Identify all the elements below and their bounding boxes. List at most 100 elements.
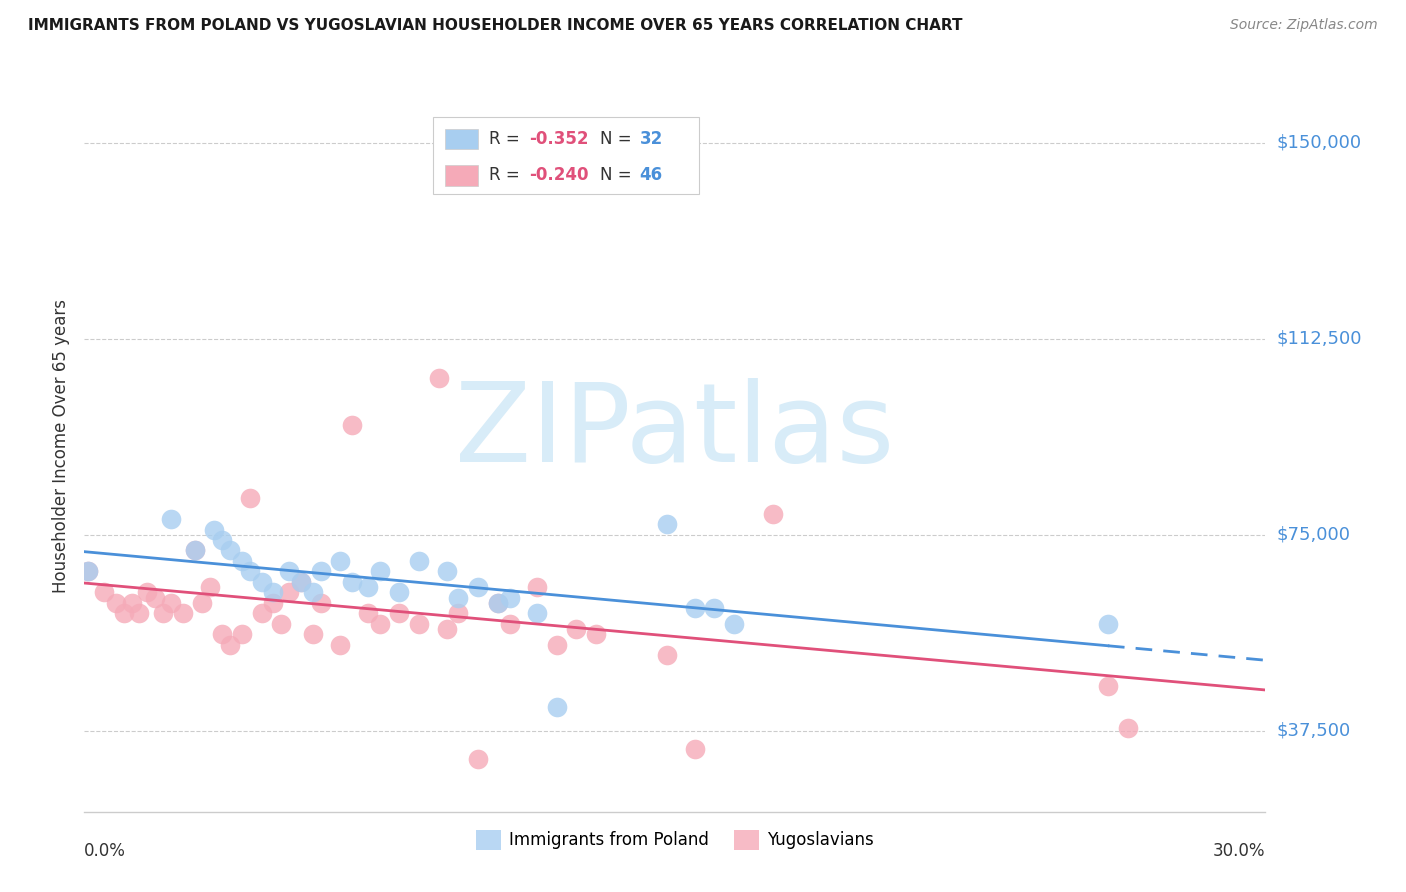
Text: R =: R =: [489, 167, 526, 185]
Point: [427, 371, 450, 385]
Point: [239, 565, 262, 579]
Point: [585, 627, 607, 641]
Point: [655, 648, 678, 662]
Point: [762, 507, 785, 521]
Point: [447, 591, 470, 605]
Point: [486, 596, 509, 610]
Point: [93, 585, 115, 599]
Point: [329, 638, 352, 652]
Point: [683, 742, 706, 756]
Point: [723, 616, 745, 631]
Point: [160, 596, 183, 610]
Point: [368, 616, 391, 631]
Point: [703, 601, 725, 615]
Text: -0.352: -0.352: [530, 130, 589, 148]
Y-axis label: Householder Income Over 65 years: Householder Income Over 65 years: [52, 299, 70, 593]
Text: IMMIGRANTS FROM POLAND VS YUGOSLAVIAN HOUSEHOLDER INCOME OVER 65 YEARS CORRELATI: IMMIGRANTS FROM POLAND VS YUGOSLAVIAN HO…: [28, 18, 963, 33]
Point: [340, 574, 363, 589]
Point: [486, 596, 509, 610]
Point: [121, 596, 143, 610]
Point: [546, 638, 568, 652]
Point: [278, 565, 301, 579]
FancyBboxPatch shape: [444, 165, 478, 186]
Point: [1116, 721, 1139, 735]
Point: [143, 591, 166, 605]
Text: N =: N =: [600, 130, 637, 148]
Point: [388, 606, 411, 620]
Point: [200, 580, 222, 594]
Text: 0.0%: 0.0%: [84, 842, 127, 860]
Point: [683, 601, 706, 615]
Point: [290, 574, 312, 589]
Text: R =: R =: [489, 130, 526, 148]
Point: [498, 616, 520, 631]
Text: $150,000: $150,000: [1277, 134, 1361, 152]
Text: Source: ZipAtlas.com: Source: ZipAtlas.com: [1230, 18, 1378, 32]
Point: [467, 752, 489, 766]
FancyBboxPatch shape: [433, 117, 699, 194]
Point: [1097, 679, 1119, 693]
Point: [231, 627, 253, 641]
Point: [262, 596, 284, 610]
Point: [219, 638, 242, 652]
Point: [152, 606, 174, 620]
Text: ZIPatlas: ZIPatlas: [456, 378, 894, 485]
Point: [250, 606, 273, 620]
Point: [136, 585, 159, 599]
Text: 46: 46: [640, 167, 662, 185]
Point: [309, 565, 332, 579]
Text: N =: N =: [600, 167, 637, 185]
Point: [77, 565, 100, 579]
Point: [1097, 616, 1119, 631]
Point: [436, 565, 458, 579]
Point: [565, 622, 588, 636]
Point: [357, 580, 380, 594]
Legend: Immigrants from Poland, Yugoslavians: Immigrants from Poland, Yugoslavians: [467, 822, 883, 858]
Point: [290, 574, 312, 589]
Point: [239, 491, 262, 506]
Point: [526, 606, 548, 620]
Point: [202, 523, 225, 537]
Point: [546, 700, 568, 714]
Point: [160, 512, 183, 526]
Point: [357, 606, 380, 620]
Point: [112, 606, 135, 620]
Point: [655, 517, 678, 532]
Point: [250, 574, 273, 589]
Point: [128, 606, 150, 620]
Point: [301, 627, 323, 641]
Text: 32: 32: [640, 130, 662, 148]
Point: [301, 585, 323, 599]
Text: $112,500: $112,500: [1277, 330, 1362, 348]
Point: [270, 616, 292, 631]
Point: [219, 543, 242, 558]
Text: $37,500: $37,500: [1277, 722, 1351, 739]
Point: [340, 418, 363, 433]
Point: [231, 554, 253, 568]
Point: [388, 585, 411, 599]
Point: [211, 533, 233, 547]
Point: [467, 580, 489, 594]
Point: [408, 554, 430, 568]
Point: [211, 627, 233, 641]
Point: [526, 580, 548, 594]
Point: [77, 565, 100, 579]
Point: [368, 565, 391, 579]
Point: [498, 591, 520, 605]
Point: [191, 596, 214, 610]
Point: [309, 596, 332, 610]
Point: [183, 543, 205, 558]
Point: [408, 616, 430, 631]
Point: [104, 596, 127, 610]
Text: 30.0%: 30.0%: [1213, 842, 1265, 860]
Point: [436, 622, 458, 636]
Point: [447, 606, 470, 620]
Text: $75,000: $75,000: [1277, 525, 1351, 544]
FancyBboxPatch shape: [444, 128, 478, 149]
Text: -0.240: -0.240: [530, 167, 589, 185]
Point: [278, 585, 301, 599]
Point: [262, 585, 284, 599]
Point: [183, 543, 205, 558]
Point: [172, 606, 194, 620]
Point: [329, 554, 352, 568]
